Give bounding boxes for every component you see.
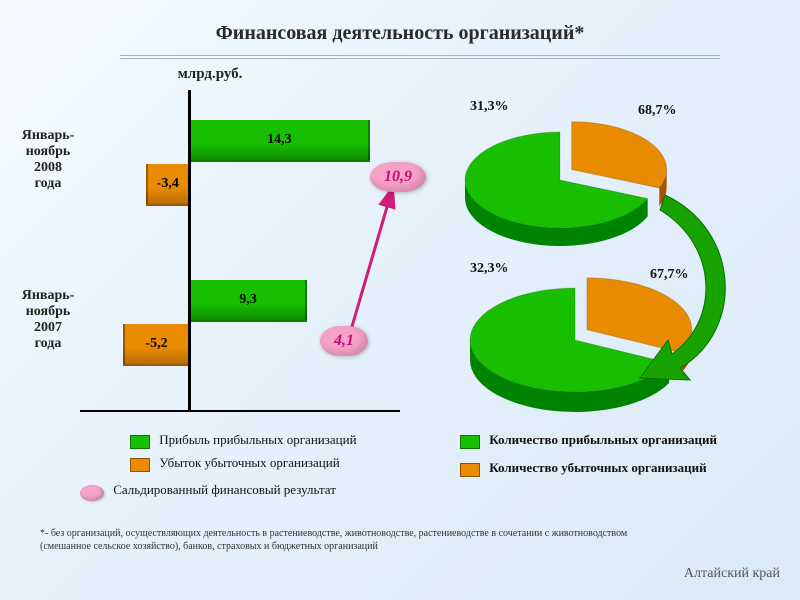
bar-chart: Январь-ноябрь2008года14,3-3,4Январь-нояб… [80,90,400,410]
loss-bar: -3,4 [146,164,189,206]
svg-text:67,7%: 67,7% [650,267,689,282]
legend-profit-label: Прибыль прибыльных организаций [159,432,356,447]
legend-balance-label: Сальдированный финансовый результат [113,482,336,497]
svg-text:68,7%: 68,7% [638,103,677,118]
divider [120,55,720,59]
footnote: *- без организаций, осуществляющих деяте… [40,528,660,553]
swatch-profit [130,435,150,449]
legend-profit: Прибыль прибыльных организаций [130,432,357,448]
y-axis-label: млрд.руб. [160,66,260,83]
balance-badge-2007: 4,1 [320,326,368,356]
legend-balance: Сальдированный финансовый результат [80,482,336,498]
legend-loss-label: Убыток убыточных организаций [159,455,339,470]
x-axis [80,410,400,412]
svg-text:31,3%: 31,3% [470,99,509,114]
profit-bar: 9,3 [191,280,307,322]
region-label: Алтайский край [684,566,780,582]
loss-bar: -5,2 [123,324,188,366]
profit-bar: 14,3 [191,120,370,162]
legend-count-loss: Количество убыточных организаций [460,460,707,476]
legend-count-profit-label: Количество прибыльных организаций [489,432,717,447]
page-title: Финансовая деятельность организаций* [0,0,800,45]
group-label: Январь-ноябрь2007года [8,288,88,352]
svg-text:32,3%: 32,3% [470,261,509,276]
swatch-count-profit [460,435,480,449]
group-label: Январь-ноябрь2008года [8,128,88,192]
legend-count-profit: Количество прибыльных организаций [460,432,717,448]
swatch-balance [80,485,104,501]
balance-badge-2008: 10,9 [370,162,426,192]
slide: Финансовая деятельность организаций* млр… [0,0,800,600]
legend-loss: Убыток убыточных организаций [130,455,340,471]
swatch-count-loss [460,463,480,477]
swatch-loss [130,458,150,472]
legend-count-loss-label: Количество убыточных организаций [489,460,706,475]
